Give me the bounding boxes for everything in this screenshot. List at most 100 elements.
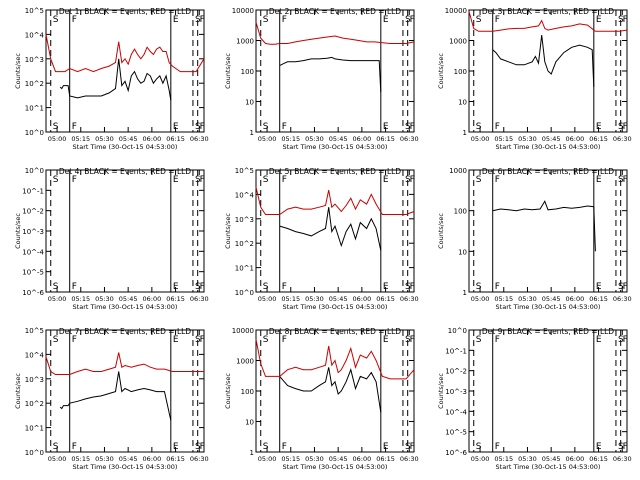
y-tick-label: 1 — [250, 449, 254, 457]
marker-label-s: S — [476, 282, 482, 292]
marker-label-f: F — [623, 442, 628, 452]
panel-title: Det 3: BLACK = Events, RED = LLD — [482, 7, 614, 16]
y-tick-label: 10^4 — [235, 191, 255, 199]
x-axis-label: Start Time (30-Oct-15 04:53:00) — [283, 143, 388, 151]
marker-label-e: E — [383, 122, 389, 132]
x-tick-label: 06:00 — [565, 295, 584, 303]
y-axis-label: Counts/sec — [224, 373, 232, 409]
event-markers: SSFFEESSFF — [473, 10, 628, 132]
y-tick-label: 10^4 — [25, 31, 45, 39]
x-tick-label: 05:15 — [281, 455, 300, 463]
marker-label-e: E — [383, 15, 389, 25]
y-tick-label: 10^-6 — [22, 289, 44, 297]
x-tick-label: 06:30 — [190, 295, 209, 303]
y-axis-label: Counts/sec — [14, 53, 22, 89]
x-axis-label: Start Time (30-Oct-15 04:53:00) — [496, 143, 601, 151]
marker-label-s: S — [53, 335, 59, 345]
marker-label-f: F — [282, 175, 287, 185]
y-axis: 1 10 100 1000 10000 — [232, 7, 414, 137]
marker-label-f: F — [623, 335, 628, 345]
x-tick-label: 05:00 — [258, 455, 277, 463]
x-tick-label: 05:15 — [494, 135, 513, 143]
event-markers: SSFFEESSFF — [473, 170, 628, 292]
lld-series-line — [45, 352, 204, 375]
y-tick-label: 10 — [245, 99, 254, 107]
lld-series-line — [45, 34, 205, 73]
y-tick-label: 10^-5 — [22, 269, 44, 277]
events-series-line — [59, 371, 172, 421]
x-tick-label: 05:30 — [518, 135, 537, 143]
marker-label-e: E — [596, 442, 602, 452]
y-tick-label: 10^5 — [25, 7, 44, 15]
x-tick-label: 05:00 — [471, 135, 490, 143]
x-tick-label: 05:45 — [329, 295, 348, 303]
x-axis-label: Start Time (30-Oct-15 04:53:00) — [73, 463, 178, 471]
marker-label-e: E — [173, 335, 179, 345]
y-axis-label: Counts/sec — [14, 213, 22, 249]
x-tick-label: 06:00 — [565, 455, 584, 463]
x-tick-label: 05:15 — [281, 135, 300, 143]
marker-label-s: S — [476, 335, 482, 345]
y-tick-label: 10000 — [232, 327, 254, 335]
y-axis: 10^0 10^1 10^2 10^3 10^4 10^5 — [25, 327, 204, 457]
marker-label-s: S — [405, 442, 411, 452]
x-tick-label: 06:30 — [613, 295, 632, 303]
x-tick-label: 05:45 — [329, 135, 348, 143]
marker-label-f: F — [200, 442, 205, 452]
y-axis: 10^0 10^1 10^2 10^3 10^4 10^5 — [235, 167, 414, 297]
y-tick-label: 10^5 — [235, 167, 254, 175]
x-tick-label: 05:15 — [494, 455, 513, 463]
marker-label-e: E — [173, 15, 179, 25]
event-markers: SSFFEESSFF — [50, 170, 205, 292]
marker-label-f: F — [200, 15, 205, 25]
panel-title: Det 7: BLACK = Events, RED = LLD — [59, 327, 191, 336]
x-tick-label: 05:30 — [305, 135, 324, 143]
y-tick-label: 10^0 — [25, 129, 44, 137]
marker-label-e: E — [383, 335, 389, 345]
marker-label-e: E — [596, 122, 602, 132]
x-tick-label: 05:15 — [71, 455, 90, 463]
marker-label-f: F — [200, 175, 205, 185]
y-axis: 10^-6 10^-5 10^-4 10^-3 10^-2 10^-1 10^0 — [22, 167, 204, 297]
y-tick-label: 100 — [454, 208, 467, 216]
x-tick-label: 05:45 — [119, 455, 138, 463]
y-tick-label: 10^0 — [448, 327, 467, 335]
marker-label-s: S — [476, 122, 482, 132]
lld-series-line — [255, 21, 415, 45]
marker-label-f: F — [495, 122, 500, 132]
x-tick-label: 06:30 — [400, 295, 419, 303]
marker-label-s: S — [53, 15, 59, 25]
marker-label-f: F — [410, 175, 415, 185]
marker-label-s: S — [618, 282, 624, 292]
x-tick-label: 06:30 — [400, 135, 419, 143]
marker-label-e: E — [173, 442, 179, 452]
marker-label-e: E — [383, 175, 389, 185]
marker-label-f: F — [495, 282, 500, 292]
marker-label-s: S — [618, 442, 624, 452]
marker-label-f: F — [282, 15, 287, 25]
marker-label-f: F — [623, 282, 628, 292]
x-tick-label: 05:45 — [542, 455, 561, 463]
marker-label-f: F — [282, 442, 287, 452]
x-tick-label: 06:00 — [352, 455, 371, 463]
y-tick-label: 10^0 — [25, 449, 44, 457]
y-tick-label: 10^1 — [25, 105, 44, 113]
marker-label-f: F — [282, 335, 287, 345]
y-axis-label: Counts/sec — [224, 213, 232, 249]
y-tick-label: 10^4 — [25, 351, 45, 359]
x-tick-label: 05:45 — [542, 295, 561, 303]
marker-label-s: S — [53, 122, 59, 132]
marker-label-e: E — [596, 175, 602, 185]
panel-title: Det 4: BLACK = Events, RED = LLD — [59, 167, 191, 176]
marker-label-f: F — [200, 282, 205, 292]
y-tick-label: 100 — [454, 68, 467, 76]
marker-label-s: S — [53, 442, 59, 452]
panel-det-6: Det 6: BLACK = Events, RED = LLD 1 10 100 10… — [437, 167, 632, 311]
x-axis: 05:00 05:15 05:30 05:45 06:00 06:15 06:30 — [258, 10, 419, 143]
marker-label-f: F — [410, 122, 415, 132]
x-tick-label: 06:30 — [190, 135, 209, 143]
x-tick-label: 06:00 — [565, 135, 584, 143]
y-tick-label: 1 — [250, 129, 254, 137]
y-tick-label: 10000 — [445, 7, 467, 15]
